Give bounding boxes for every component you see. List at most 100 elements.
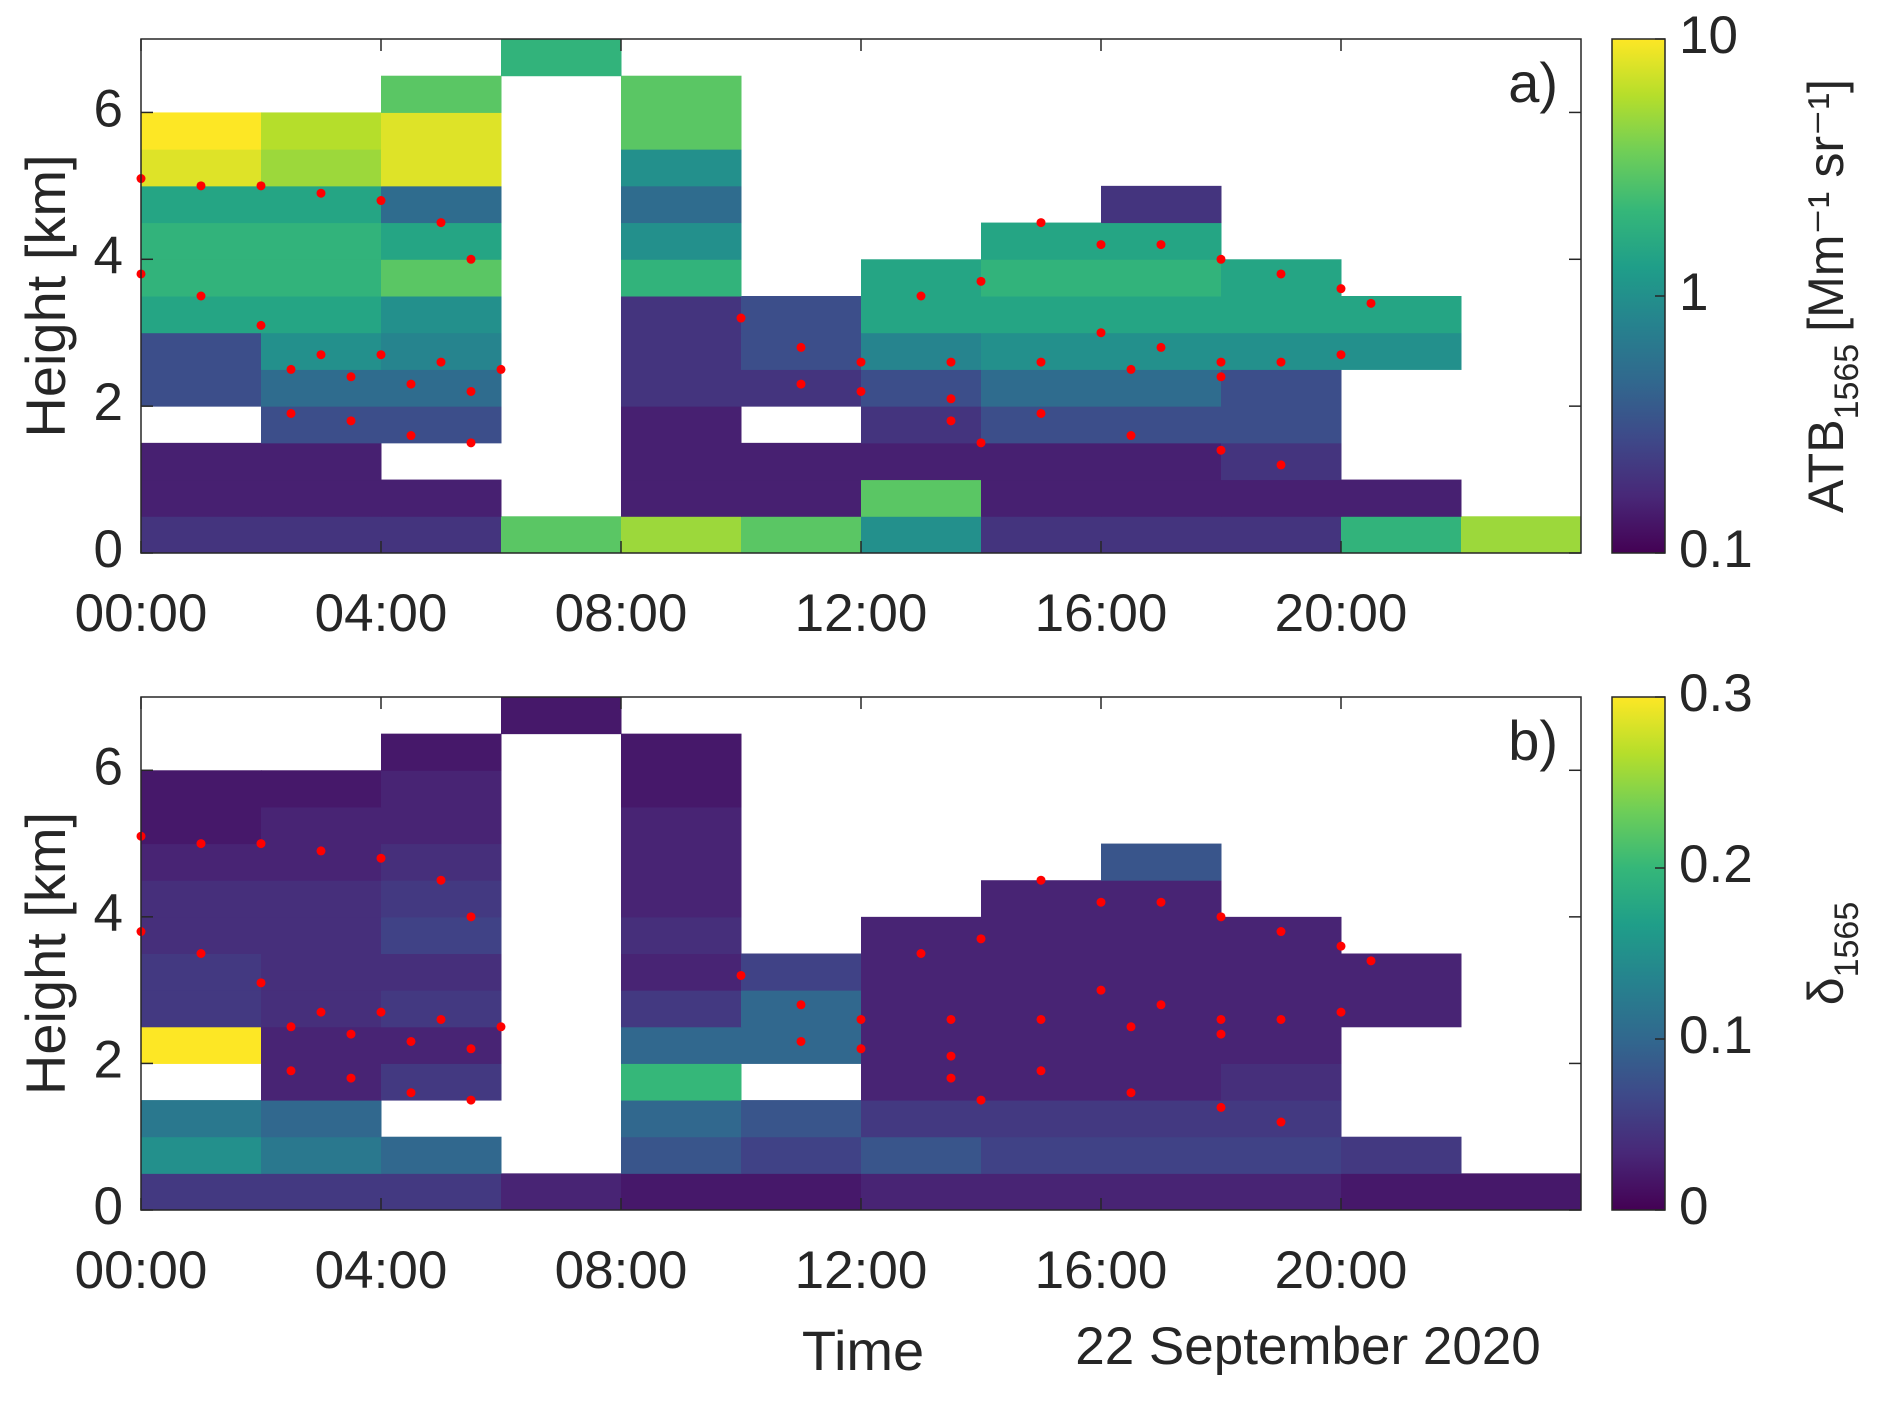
heatmap-cell <box>741 442 862 481</box>
heatmap-cell <box>621 259 742 297</box>
layer-boundary-marker <box>856 1014 866 1024</box>
y-axis-label: Height [km] <box>14 154 77 437</box>
heatmap-cell <box>141 1173 262 1211</box>
heatmap-cell <box>741 1136 862 1174</box>
heatmap-cell <box>381 112 502 150</box>
layer-boundary-marker <box>946 1051 956 1061</box>
layer-boundary-marker <box>916 949 926 958</box>
heatmap-cell <box>741 479 862 517</box>
layer-boundary-marker <box>1096 985 1106 995</box>
heatmap-cell <box>261 880 382 918</box>
layer-boundary-marker <box>346 372 356 382</box>
heatmap-cell <box>261 1100 382 1138</box>
heatmap-cell <box>261 770 382 808</box>
heatmap-cell <box>1101 1173 1222 1211</box>
layer-boundary-marker <box>196 839 206 849</box>
heatmap-cell <box>261 406 382 444</box>
layer-boundary-marker <box>1336 941 1346 951</box>
heatmap-cell <box>981 1026 1102 1064</box>
heatmap-cell <box>1221 296 1342 334</box>
layer-boundary-marker <box>916 291 926 301</box>
layer-boundary-marker <box>346 1029 356 1039</box>
x-tick-label: 20:00 <box>1275 1241 1408 1300</box>
layer-boundary-marker <box>946 394 956 404</box>
layer-boundary-marker <box>976 1095 986 1105</box>
heatmap-cell <box>861 369 982 407</box>
layer-boundary-marker <box>376 196 386 206</box>
colorbar-tick-label: 0.1 <box>1679 520 1753 579</box>
layer-boundary-marker <box>196 291 206 301</box>
colorbar-label-subscript: 1565 <box>1828 344 1866 420</box>
heatmap-cell <box>141 222 262 260</box>
heatmap-cell <box>981 916 1102 954</box>
colorbar-tick-label: 1 <box>1679 263 1708 322</box>
heatmap-cell <box>861 990 982 1028</box>
heatmap-cell <box>621 1136 742 1174</box>
heatmap-cell <box>1101 916 1222 954</box>
layer-boundary-marker <box>1216 372 1226 382</box>
layer-boundary-marker <box>736 970 746 980</box>
layer-boundary-marker <box>946 1073 956 1083</box>
layer-boundary-marker <box>1156 897 1166 907</box>
heatmap-cell <box>861 259 982 297</box>
heatmap-cell <box>1221 1063 1342 1101</box>
y-tick-label: 0 <box>94 520 123 579</box>
x-tick-label: 08:00 <box>555 584 688 643</box>
heatmap-cell <box>621 516 742 554</box>
layer-boundary-marker <box>466 1095 476 1105</box>
x-tick-label: 16:00 <box>1035 1241 1168 1300</box>
heatmap-cell <box>621 770 742 808</box>
layer-boundary-marker <box>736 313 746 323</box>
layer-boundary-marker <box>1156 240 1166 250</box>
layer-boundary-marker <box>406 379 416 389</box>
heatmap-cell <box>381 516 502 554</box>
heatmap-cell <box>381 1026 502 1064</box>
layer-boundary-marker <box>376 853 386 863</box>
layer-boundary-marker <box>1096 240 1106 250</box>
heatmap-cell <box>141 332 262 370</box>
heatmap-cell <box>981 1100 1102 1138</box>
heatmap-cell <box>141 806 262 845</box>
heatmap-cell <box>261 149 382 187</box>
heatmap-cell <box>621 185 742 224</box>
layer-boundary-marker <box>256 181 266 191</box>
layer-boundary-marker <box>1126 431 1136 441</box>
colorbar-label: δ1565 <box>1798 902 1866 1005</box>
heatmap-cell <box>861 1063 982 1101</box>
heatmap-cell <box>981 516 1102 554</box>
heatmap-cell <box>1221 1136 1342 1174</box>
heatmap-cell <box>981 1173 1102 1211</box>
heatmap-cell <box>861 479 982 517</box>
heatmap-cell <box>501 697 622 735</box>
layer-boundary-marker <box>436 875 446 885</box>
heatmap-cell <box>1101 953 1222 991</box>
heatmap-cell <box>741 953 862 991</box>
heatmap-cell <box>261 1136 382 1174</box>
heatmap-cell <box>261 369 382 407</box>
heatmap-cell <box>621 1063 742 1101</box>
layer-boundary-marker <box>1216 254 1226 264</box>
heatmap-cell <box>261 953 382 991</box>
colorbar-tick-label: 0.2 <box>1679 835 1753 894</box>
layer-boundary-marker <box>406 1036 416 1046</box>
heatmap-cell <box>261 222 382 260</box>
heatmap-cell <box>381 806 502 845</box>
heatmap-cell <box>981 259 1102 297</box>
heatmap-cell <box>861 1173 982 1211</box>
heatmap-cell <box>1101 1063 1222 1101</box>
layer-boundary-marker <box>376 1007 386 1017</box>
layer-boundary-marker <box>466 438 476 448</box>
colorbar-label-subscript: 1565 <box>1828 902 1866 978</box>
heatmap-cell <box>1101 406 1222 444</box>
heatmap-cell <box>261 1026 382 1064</box>
heatmap-cell <box>261 442 382 481</box>
heatmap-cell <box>621 75 742 113</box>
colorbar-tick-label: 0.3 <box>1679 664 1753 723</box>
colorbar-tick-label: 0.1 <box>1679 1006 1753 1065</box>
x-tick-label: 04:00 <box>315 584 448 643</box>
heatmap-cell <box>621 806 742 845</box>
x-tick-label: 08:00 <box>555 1241 688 1300</box>
heatmap-cell <box>621 990 742 1028</box>
heatmap-cell <box>381 185 502 224</box>
heatmap-cell <box>141 296 262 334</box>
